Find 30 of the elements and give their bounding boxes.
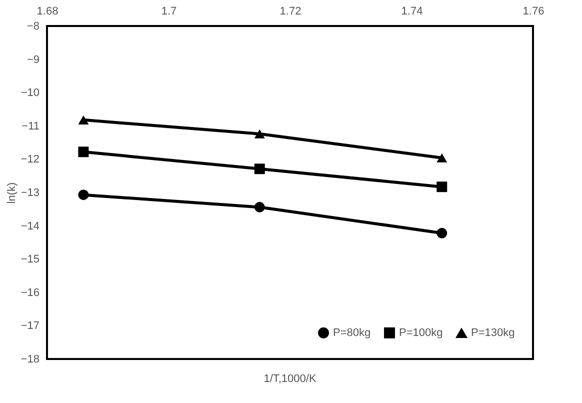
point [78, 146, 89, 158]
y-tick-label: −13 [20, 187, 40, 199]
x-tick-label: 1.72 [280, 6, 302, 18]
y-tick-label: −9 [26, 54, 40, 66]
y-tick-label: −8 [26, 20, 40, 32]
y-tick-label: −12 [20, 154, 40, 166]
point [254, 129, 265, 138]
y-tick-label: −18 [20, 354, 40, 366]
y-tick-label: −17 [20, 320, 40, 332]
y-tick-label: −15 [20, 254, 40, 266]
x-tick-label: 1.7 [161, 6, 177, 18]
x-tick-label: 1.68 [36, 6, 58, 18]
point [254, 202, 265, 212]
y-tick-label: −14 [20, 220, 40, 232]
point [78, 190, 89, 200]
point [78, 115, 89, 124]
y-tick-label: −16 [20, 286, 40, 299]
legend-label: P=80kg [333, 326, 371, 339]
y-tick-label: −11 [22, 120, 40, 132]
point [436, 153, 448, 162]
x-tick-label: 1.76 [522, 6, 544, 18]
legend-label: P=100kg [399, 326, 443, 339]
y-axis-title: ln(k) [6, 182, 18, 204]
point [254, 164, 265, 174]
point [436, 228, 448, 238]
legend-label: P=130kg [471, 327, 515, 340]
x-tick-label: 1.74 [401, 6, 423, 18]
y-tick-label: −10 [20, 87, 40, 100]
x-axis-title: 1/T,1000/K [264, 373, 317, 385]
point [436, 182, 448, 192]
